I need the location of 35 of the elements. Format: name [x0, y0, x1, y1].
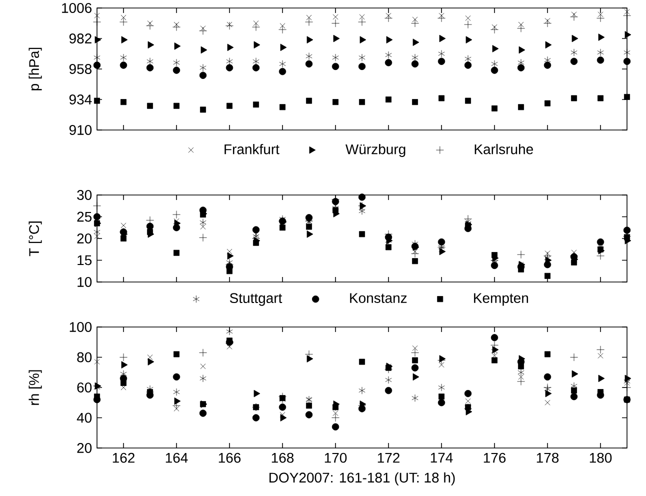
x-tick-label: 172 — [378, 452, 400, 463]
x-tick-label: 174 — [430, 452, 453, 462]
legend-label: Konstanz — [350, 293, 407, 303]
x-tick-label: 168 — [272, 452, 294, 463]
x-tick-label: 162 — [112, 452, 134, 463]
y-tick-label: 15 — [78, 255, 92, 266]
y-tick-label: 30 — [77, 190, 92, 200]
y-tick-label: 60 — [77, 382, 92, 392]
legend-label: Stuttgart — [230, 293, 282, 306]
y-tick-label: 10 — [78, 277, 92, 287]
y-tick-label: 910 — [69, 125, 92, 135]
legend-label: Karlsruhe — [474, 144, 533, 154]
legend-label: Frankfurt — [224, 144, 280, 154]
y-tick-label: 20 — [77, 443, 92, 453]
y-axis-title: rh [%] — [28, 370, 42, 405]
y-tick-label: 80 — [77, 352, 92, 362]
y-tick-label: 934 — [69, 94, 92, 104]
y-axis-title: p [hPa] — [28, 48, 42, 90]
y-tick-label: 40 — [76, 412, 92, 423]
y-tick-label: 100 — [70, 322, 92, 332]
y-tick-label: 25 — [77, 212, 92, 222]
legend-label: Kempten — [474, 293, 528, 306]
x-tick-label: 180 — [590, 452, 612, 463]
y-tick-label: 982 — [69, 34, 92, 44]
legend-label: Würzburg — [346, 144, 406, 157]
x-tick-label: 176 — [484, 452, 506, 463]
y-tick-label: 958 — [69, 64, 92, 74]
x-tick-label: 170 — [324, 452, 347, 463]
y-tick-label: 1006 — [62, 3, 92, 13]
y-axis-title: T [°C] — [28, 222, 42, 256]
x-tick-label: 178 — [536, 452, 559, 463]
x-tick-label: 164 — [166, 452, 188, 463]
x-axis-title: DOY2007: 161-181 (UT: 18 h) — [270, 472, 455, 486]
x-tick-label: 166 — [218, 452, 241, 463]
y-tick-label: 20 — [77, 234, 92, 244]
